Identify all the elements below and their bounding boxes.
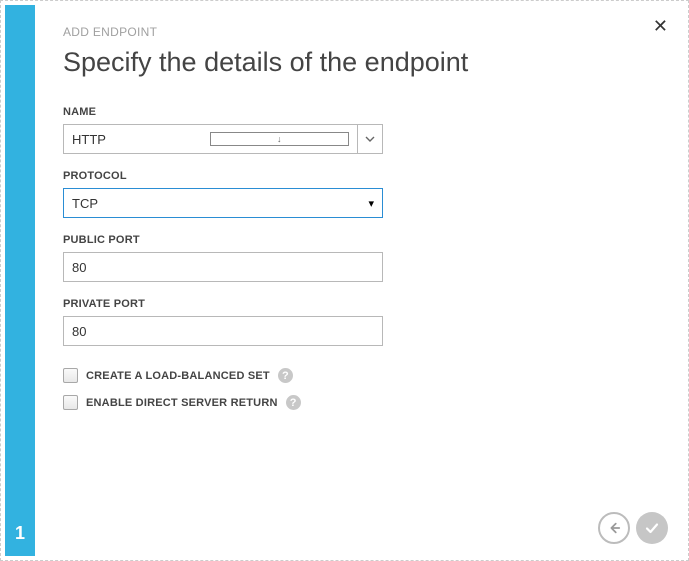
- option-direct-return: ENABLE DIRECT SERVER RETURN ?: [63, 395, 668, 410]
- field-private-port: PRIVATE PORT: [63, 298, 668, 346]
- protocol-label: PROTOCOL: [63, 170, 668, 182]
- lb-set-label: CREATE A LOAD-BALANCED SET: [86, 370, 270, 382]
- back-button[interactable]: [598, 512, 630, 544]
- confirm-button[interactable]: [636, 512, 668, 544]
- breadcrumb: ADD ENDPOINT: [63, 25, 668, 39]
- public-port-label: PUBLIC PORT: [63, 234, 668, 246]
- auto-complete-icon: ↓: [210, 132, 350, 146]
- name-label: NAME: [63, 106, 668, 118]
- wizard-step-number: 1: [5, 523, 35, 544]
- select-caret-icon: ▾: [368, 197, 374, 210]
- field-protocol: PROTOCOL TCP ▾: [63, 170, 668, 218]
- private-port-input[interactable]: [63, 316, 383, 346]
- option-load-balanced-set: CREATE A LOAD-BALANCED SET ?: [63, 368, 668, 383]
- help-icon[interactable]: ?: [286, 395, 301, 410]
- check-icon: [644, 520, 660, 536]
- private-port-label: PRIVATE PORT: [63, 298, 668, 310]
- direct-return-label: ENABLE DIRECT SERVER RETURN: [86, 397, 278, 409]
- name-input[interactable]: HTTP ↓: [63, 124, 357, 154]
- name-input-value: HTTP: [72, 132, 210, 147]
- protocol-select-value: TCP: [72, 196, 98, 211]
- direct-return-checkbox[interactable]: [63, 395, 78, 410]
- protocol-select[interactable]: TCP ▾: [63, 188, 383, 218]
- wizard-sidebar: 1: [5, 5, 35, 556]
- dialog-content: ADD ENDPOINT Specify the details of the …: [63, 25, 668, 422]
- lb-set-checkbox[interactable]: [63, 368, 78, 383]
- name-dropdown-button[interactable]: [357, 124, 383, 154]
- field-public-port: PUBLIC PORT: [63, 234, 668, 282]
- public-port-input[interactable]: [63, 252, 383, 282]
- page-title: Specify the details of the endpoint: [63, 47, 668, 78]
- field-name: NAME HTTP ↓: [63, 106, 668, 154]
- help-icon[interactable]: ?: [278, 368, 293, 383]
- chevron-down-icon: [365, 134, 375, 144]
- wizard-footer: [598, 512, 668, 544]
- arrow-left-icon: [607, 521, 621, 535]
